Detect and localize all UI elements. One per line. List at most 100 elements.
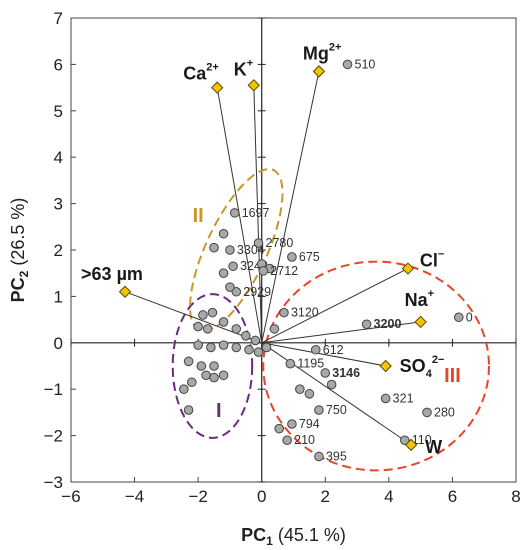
score-point [258, 266, 269, 276]
y-tick-label: 2 [54, 241, 63, 260]
group-label-I: I [216, 400, 222, 422]
score-point [244, 344, 254, 355]
score-point-label: 210 [294, 433, 315, 447]
score-point-label: 3146 [332, 366, 360, 380]
score-point [186, 377, 197, 388]
loading-vector [261, 342, 386, 367]
score-point [218, 340, 229, 350]
score-point [287, 419, 297, 429]
score-point [207, 307, 218, 318]
loading-label: Cl− [420, 249, 444, 271]
score-point [218, 370, 229, 381]
score-point-label: 2780 [266, 236, 294, 250]
loading-vector [261, 71, 320, 343]
score-point [196, 361, 207, 371]
score-point [183, 356, 194, 367]
loading-label: Na+ [405, 288, 434, 310]
score-point [269, 324, 280, 334]
score-point-label: 3120 [291, 306, 319, 320]
loading-label: Ca2+ [183, 62, 219, 84]
score-point [287, 252, 297, 262]
score-point [453, 312, 464, 323]
y-tick-label: 6 [54, 55, 63, 74]
loading-vector [124, 291, 262, 344]
x-tick-label: 8 [511, 487, 520, 506]
score-point [206, 342, 216, 353]
y-tick-label: 5 [54, 102, 63, 121]
score-point [218, 228, 229, 239]
loading-vector [261, 268, 409, 344]
score-point-label: 2929 [243, 285, 271, 299]
y-tick-label: −1 [44, 380, 63, 399]
loading-label: W [425, 437, 442, 457]
score-point [295, 384, 305, 395]
loading-marker [414, 315, 427, 329]
score-point [422, 407, 432, 418]
score-point [282, 435, 292, 446]
score-point [231, 342, 242, 353]
score-point [274, 423, 284, 434]
y-tick-label: 0 [54, 334, 63, 353]
loading-vectors [124, 71, 421, 446]
score-point-label: 395 [326, 449, 347, 463]
score-point-label: 750 [326, 403, 347, 417]
score-point [179, 384, 189, 395]
y-tick-label: 7 [54, 9, 63, 28]
y-tick-label: −3 [44, 473, 63, 492]
group-ellipse-III [262, 260, 490, 472]
score-point [183, 405, 194, 415]
loading-marker [247, 79, 260, 92]
score-point [201, 370, 211, 381]
loading-markers: Ca2+ K+ Mg2+ >63 µm Cl− Na+ SO42− W [81, 41, 444, 457]
score-point [209, 372, 219, 383]
x-tick-label: −6 [61, 487, 80, 506]
score-point [279, 307, 289, 318]
x-tick-label: 4 [384, 487, 393, 506]
y-tick-label: −2 [44, 427, 63, 446]
score-point [231, 286, 242, 297]
y-tick-label: 3 [54, 195, 63, 214]
score-point [342, 59, 353, 70]
x-tick-label: −2 [188, 487, 207, 506]
x-axis-title: PC1 (45.1 %) [241, 525, 346, 548]
score-point [193, 321, 203, 332]
score-point [320, 368, 331, 378]
score-point [326, 379, 337, 390]
group-label-II: II [193, 205, 204, 227]
y-axis-title: PC2 (26.5 %) [8, 198, 31, 303]
score-point [209, 361, 219, 371]
loading-label: Mg2+ [303, 41, 342, 63]
score-point [209, 242, 219, 253]
x-tick-label: 6 [448, 487, 457, 506]
score-point [253, 347, 264, 357]
score-point [228, 261, 238, 272]
loading-marker [404, 438, 418, 452]
score-point-label: 2712 [270, 264, 298, 278]
loading-marker [312, 65, 326, 78]
score-point [361, 319, 372, 330]
score-point [198, 310, 208, 320]
y-tick-label: 1 [54, 287, 63, 306]
score-point [218, 317, 229, 327]
y-tick-label: 4 [54, 148, 63, 167]
score-point [261, 342, 272, 353]
score-point-label: 3200 [374, 317, 402, 331]
score-point-label: 3304 [237, 243, 265, 257]
loading-label: >63 µm [81, 264, 143, 284]
score-point-label: 280 [434, 405, 455, 419]
loading-marker [211, 81, 224, 94]
score-point [241, 331, 251, 341]
score-point [218, 268, 229, 279]
loading-marker [401, 262, 415, 275]
x-tick-label: 0 [257, 487, 266, 506]
loading-vector [261, 342, 412, 446]
group-ellipse-I [171, 293, 254, 439]
score-point [253, 238, 264, 248]
score-point [225, 282, 235, 292]
score-point-label: 510 [355, 57, 376, 71]
loading-label: K+ [234, 57, 253, 79]
loading-vector [253, 85, 263, 343]
score-point [285, 358, 296, 369]
